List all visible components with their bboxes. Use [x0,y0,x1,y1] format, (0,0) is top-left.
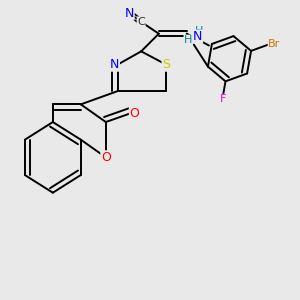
Text: N: N [193,30,203,43]
Text: Br: Br [268,39,280,49]
Text: O: O [130,107,139,120]
Text: H: H [194,26,203,36]
Text: N: N [110,58,119,71]
Text: C: C [137,17,145,27]
Text: N: N [125,7,134,20]
Text: S: S [162,58,170,71]
Text: O: O [101,151,111,164]
Text: H: H [184,35,193,45]
Text: F: F [220,94,226,104]
